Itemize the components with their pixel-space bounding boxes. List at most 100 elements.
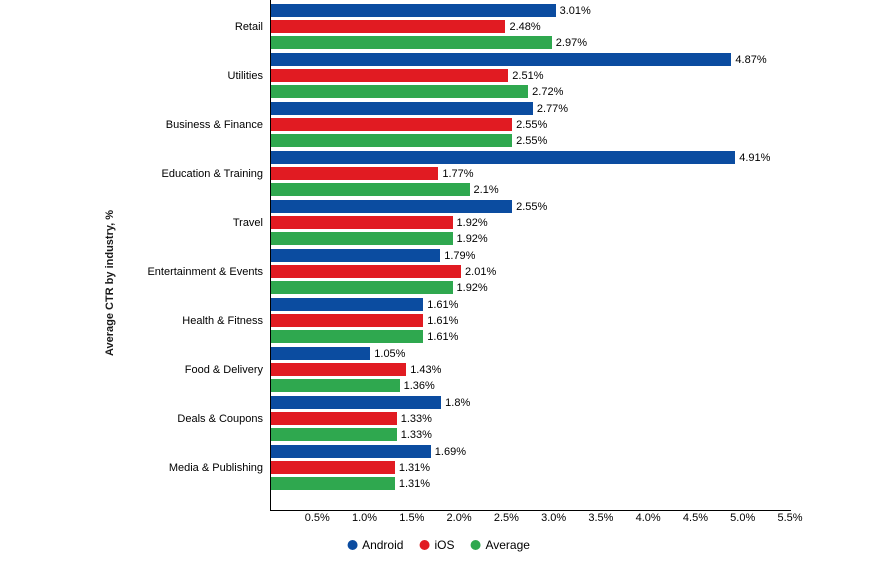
category-group: Health & Fitness1.61%1.61%1.61% bbox=[271, 298, 791, 343]
bar-value-label: 1.43% bbox=[406, 364, 441, 376]
category-group: Travel2.55%1.92%1.92% bbox=[271, 200, 791, 245]
bar-value-label: 4.87% bbox=[731, 54, 766, 66]
x-tick: 2.5% bbox=[494, 512, 519, 524]
x-tick: 4.0% bbox=[636, 512, 661, 524]
bar-android: 1.61% bbox=[271, 298, 423, 311]
bar-value-label: 1.69% bbox=[431, 446, 466, 458]
legend-label: iOS bbox=[434, 538, 454, 552]
category-label: Retail bbox=[235, 21, 271, 33]
bar-value-label: 3.01% bbox=[556, 5, 591, 17]
category-group: Retail3.01%2.48%2.97% bbox=[271, 4, 791, 49]
category-label: Health & Fitness bbox=[182, 315, 271, 327]
x-tick: 2.0% bbox=[447, 512, 472, 524]
legend-label: Android bbox=[362, 538, 403, 552]
bar-average: 1.92% bbox=[271, 281, 453, 294]
legend-item-average: Average bbox=[470, 538, 529, 552]
category-group: Deals & Coupons1.8%1.33%1.33% bbox=[271, 396, 791, 441]
category-group: Business & Finance2.77%2.55%2.55% bbox=[271, 102, 791, 147]
legend: Android iOS Average bbox=[347, 538, 530, 552]
legend-label: Average bbox=[485, 538, 529, 552]
bar-value-label: 1.31% bbox=[395, 462, 430, 474]
bar-ios: 1.61% bbox=[271, 314, 423, 327]
legend-swatch-icon bbox=[419, 540, 429, 550]
category-group: Entertainment & Events1.79%2.01%1.92% bbox=[271, 249, 791, 294]
bar-value-label: 1.31% bbox=[395, 478, 430, 490]
bar-value-label: 2.51% bbox=[508, 70, 543, 82]
bar-android: 1.69% bbox=[271, 445, 431, 458]
category-label: Business & Finance bbox=[166, 119, 271, 131]
bar-value-label: 1.92% bbox=[453, 233, 488, 245]
x-tick: 4.5% bbox=[683, 512, 708, 524]
category-group: Food & Delivery1.05%1.43%1.36% bbox=[271, 347, 791, 392]
category-label: Entertainment & Events bbox=[147, 266, 271, 278]
bar-ios: 2.01% bbox=[271, 265, 461, 278]
bar-average: 1.92% bbox=[271, 232, 453, 245]
bar-average: 1.31% bbox=[271, 477, 395, 490]
bar-android: 2.77% bbox=[271, 102, 533, 115]
bar-value-label: 4.91% bbox=[735, 152, 770, 164]
bar-android: 1.8% bbox=[271, 396, 441, 409]
x-tick: 1.0% bbox=[352, 512, 377, 524]
bar-android: 1.05% bbox=[271, 347, 370, 360]
category-label: Travel bbox=[233, 217, 271, 229]
bar-ios: 1.43% bbox=[271, 363, 406, 376]
bar-value-label: 1.33% bbox=[397, 413, 432, 425]
x-tick: 3.5% bbox=[588, 512, 613, 524]
x-tick: 5.0% bbox=[730, 512, 755, 524]
bar-ios: 2.51% bbox=[271, 69, 508, 82]
bar-average: 1.61% bbox=[271, 330, 423, 343]
bar-android: 1.79% bbox=[271, 249, 440, 262]
bar-value-label: 1.33% bbox=[397, 429, 432, 441]
x-tick: 3.0% bbox=[541, 512, 566, 524]
bar-average: 1.36% bbox=[271, 379, 400, 392]
bar-average: 2.55% bbox=[271, 134, 512, 147]
bar-value-label: 1.61% bbox=[423, 299, 458, 311]
bar-value-label: 2.01% bbox=[461, 266, 496, 278]
bar-android: 2.55% bbox=[271, 200, 512, 213]
bar-value-label: 1.77% bbox=[438, 168, 473, 180]
bar-android: 4.87% bbox=[271, 53, 731, 66]
bar-value-label: 1.92% bbox=[453, 282, 488, 294]
bar-value-label: 1.8% bbox=[441, 397, 470, 409]
bar-ios: 1.77% bbox=[271, 167, 438, 180]
ctr-by-industry-chart: Average CTR by industry, % Retail3.01%2.… bbox=[0, 0, 877, 566]
bar-average: 2.72% bbox=[271, 85, 528, 98]
category-label: Media & Publishing bbox=[169, 462, 271, 474]
bar-value-label: 1.61% bbox=[423, 315, 458, 327]
bar-value-label: 1.92% bbox=[453, 217, 488, 229]
legend-swatch-icon bbox=[347, 540, 357, 550]
bar-value-label: 2.48% bbox=[505, 21, 540, 33]
bar-ios: 2.55% bbox=[271, 118, 512, 131]
category-label: Utilities bbox=[228, 70, 271, 82]
bar-value-label: 2.97% bbox=[552, 37, 587, 49]
plot-area: Retail3.01%2.48%2.97%Utilities4.87%2.51%… bbox=[270, 0, 791, 511]
category-label: Education & Training bbox=[161, 168, 271, 180]
bar-value-label: 1.61% bbox=[423, 331, 458, 343]
category-group: Education & Training4.91%1.77%2.1% bbox=[271, 151, 791, 196]
bar-average: 2.1% bbox=[271, 183, 470, 196]
bar-value-label: 1.36% bbox=[400, 380, 435, 392]
legend-item-android: Android bbox=[347, 538, 403, 552]
y-axis-title: Average CTR by industry, % bbox=[104, 210, 116, 356]
category-group: Media & Publishing1.69%1.31%1.31% bbox=[271, 445, 791, 490]
bar-value-label: 2.1% bbox=[470, 184, 499, 196]
bar-ios: 1.31% bbox=[271, 461, 395, 474]
bar-average: 1.33% bbox=[271, 428, 397, 441]
legend-swatch-icon bbox=[470, 540, 480, 550]
category-group: Utilities4.87%2.51%2.72% bbox=[271, 53, 791, 98]
bar-average: 2.97% bbox=[271, 36, 552, 49]
category-label: Food & Delivery bbox=[185, 364, 271, 376]
legend-item-ios: iOS bbox=[419, 538, 454, 552]
bar-value-label: 2.55% bbox=[512, 135, 547, 147]
x-tick: 0.5% bbox=[305, 512, 330, 524]
bar-android: 3.01% bbox=[271, 4, 556, 17]
bar-value-label: 1.05% bbox=[370, 348, 405, 360]
x-tick: 1.5% bbox=[399, 512, 424, 524]
x-tick: 5.5% bbox=[777, 512, 802, 524]
bar-value-label: 2.77% bbox=[533, 103, 568, 115]
bar-ios: 1.92% bbox=[271, 216, 453, 229]
category-label: Deals & Coupons bbox=[177, 413, 271, 425]
bar-ios: 1.33% bbox=[271, 412, 397, 425]
bar-android: 4.91% bbox=[271, 151, 735, 164]
bar-value-label: 2.72% bbox=[528, 86, 563, 98]
